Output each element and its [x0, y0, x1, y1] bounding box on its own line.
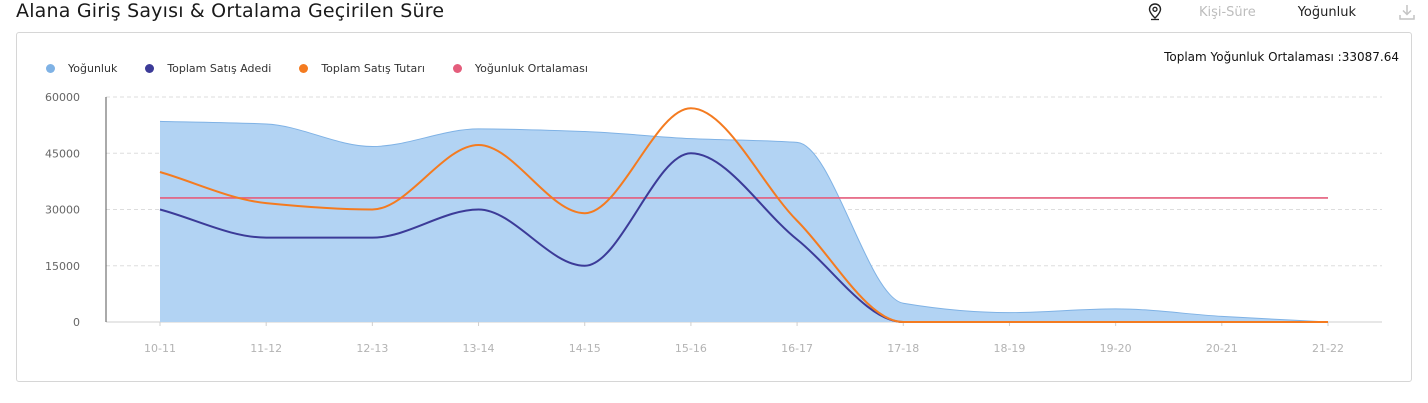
legend-label: Yoğunluk Ortalaması — [474, 62, 588, 75]
chart-toolbar: Kişi-Süre Yoğunluk — [1147, 0, 1416, 24]
legend-item-sales-amount[interactable]: Toplam Satış Tutarı — [299, 62, 425, 75]
page-title: Alana Giriş Sayısı & Ortalama Geçirilen … — [16, 0, 445, 22]
x-tick-label: 18-19 — [993, 342, 1025, 355]
legend-item-density-average[interactable]: Yoğunluk Ortalaması — [452, 62, 588, 75]
download-icon[interactable] — [1398, 3, 1416, 21]
x-tick-label: 21-22 — [1312, 342, 1344, 355]
legend-label: Yoğunluk — [68, 62, 118, 75]
x-tick-label: 16-17 — [781, 342, 813, 355]
series-area-density — [160, 121, 1328, 322]
series-line-density — [159, 120, 1329, 323]
summary-label: Toplam Yoğunluk Ortalaması : — [1164, 50, 1342, 64]
legend-label: Toplam Satış Tutarı — [321, 62, 425, 75]
legend-marker-sales-count — [145, 64, 155, 73]
x-tick-label: 14-15 — [569, 342, 601, 355]
chart-legend: Yoğunluk Toplam Satış Adedi Toplam Satış… — [46, 62, 616, 75]
x-tick-label: 13-14 — [463, 342, 495, 355]
x-tick-label: 17-18 — [887, 342, 919, 355]
y-tick-label: 0 — [73, 316, 80, 329]
map-pin-icon[interactable] — [1147, 3, 1163, 21]
legend-label: Toplam Satış Adedi — [167, 62, 272, 75]
person-time-button[interactable]: Kişi-Süre — [1198, 4, 1256, 20]
y-tick-label: 60000 — [45, 91, 80, 104]
x-tick-label: 19-20 — [1100, 342, 1132, 355]
y-tick-label: 30000 — [45, 204, 80, 217]
legend-item-sales-count[interactable]: Toplam Satış Adedi — [145, 62, 271, 75]
density-button[interactable]: Yoğunluk — [1297, 4, 1356, 20]
x-tick-label: 11-12 — [250, 342, 282, 355]
x-tick-label: 15-16 — [675, 342, 707, 355]
x-tick-label: 12-13 — [356, 342, 388, 355]
legend-marker-density — [46, 64, 55, 73]
density-average-summary: Toplam Yoğunluk Ortalaması :33087.64 — [1164, 50, 1399, 64]
legend-item-density[interactable]: Yoğunluk — [46, 62, 117, 75]
series-line-sales-amount — [159, 107, 1328, 323]
y-tick-label: 45000 — [45, 147, 80, 160]
x-tick-label: 10-11 — [144, 342, 176, 355]
legend-marker-density-average — [452, 64, 462, 73]
legend-marker-sales-amount — [299, 64, 309, 73]
summary-value: 33087.64 — [1341, 50, 1399, 64]
x-tick-label: 20-21 — [1206, 342, 1238, 355]
y-tick-label: 15000 — [45, 260, 80, 273]
